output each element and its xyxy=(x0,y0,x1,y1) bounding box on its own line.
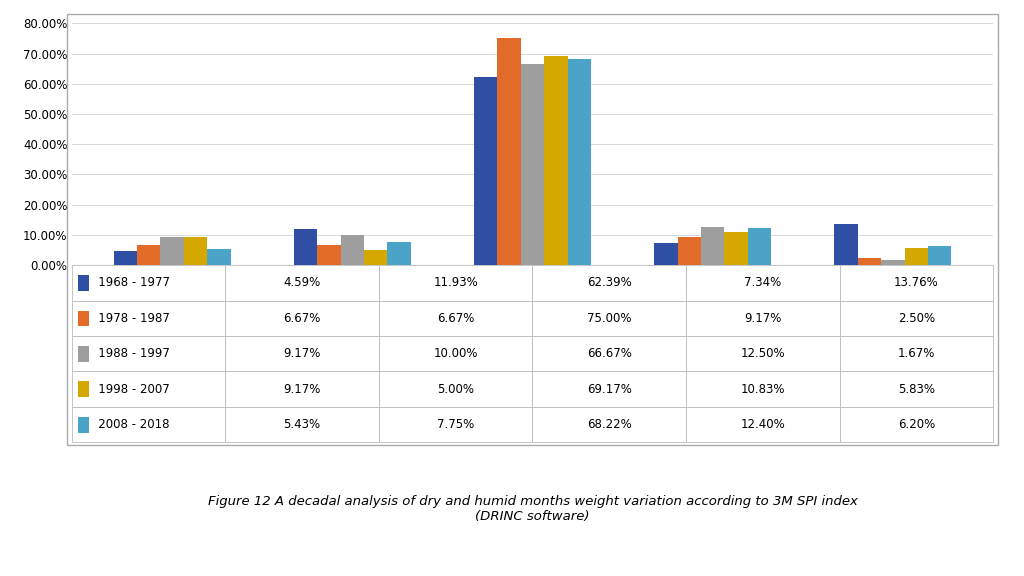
Text: Figure 12 A decadal analysis of dry and humid months weight variation according : Figure 12 A decadal analysis of dry and … xyxy=(208,495,857,523)
Bar xyxy=(654,243,678,265)
Bar xyxy=(387,242,411,265)
Bar xyxy=(544,56,567,265)
Bar xyxy=(521,63,544,265)
Bar xyxy=(317,245,341,265)
Bar xyxy=(137,245,161,265)
Bar xyxy=(474,77,498,265)
Bar xyxy=(858,257,881,265)
Bar xyxy=(341,235,364,265)
Bar xyxy=(498,39,521,265)
Bar xyxy=(678,237,701,265)
Bar xyxy=(835,223,858,265)
Bar xyxy=(748,228,771,265)
Bar xyxy=(114,251,137,265)
Bar xyxy=(184,237,207,265)
Bar xyxy=(724,233,748,265)
Bar xyxy=(881,260,904,265)
Bar xyxy=(207,249,230,265)
Bar xyxy=(294,229,317,265)
Bar xyxy=(364,250,387,265)
Bar xyxy=(928,247,951,265)
Bar xyxy=(904,248,928,265)
Bar xyxy=(161,237,184,265)
Bar xyxy=(701,228,724,265)
Bar xyxy=(567,59,591,265)
